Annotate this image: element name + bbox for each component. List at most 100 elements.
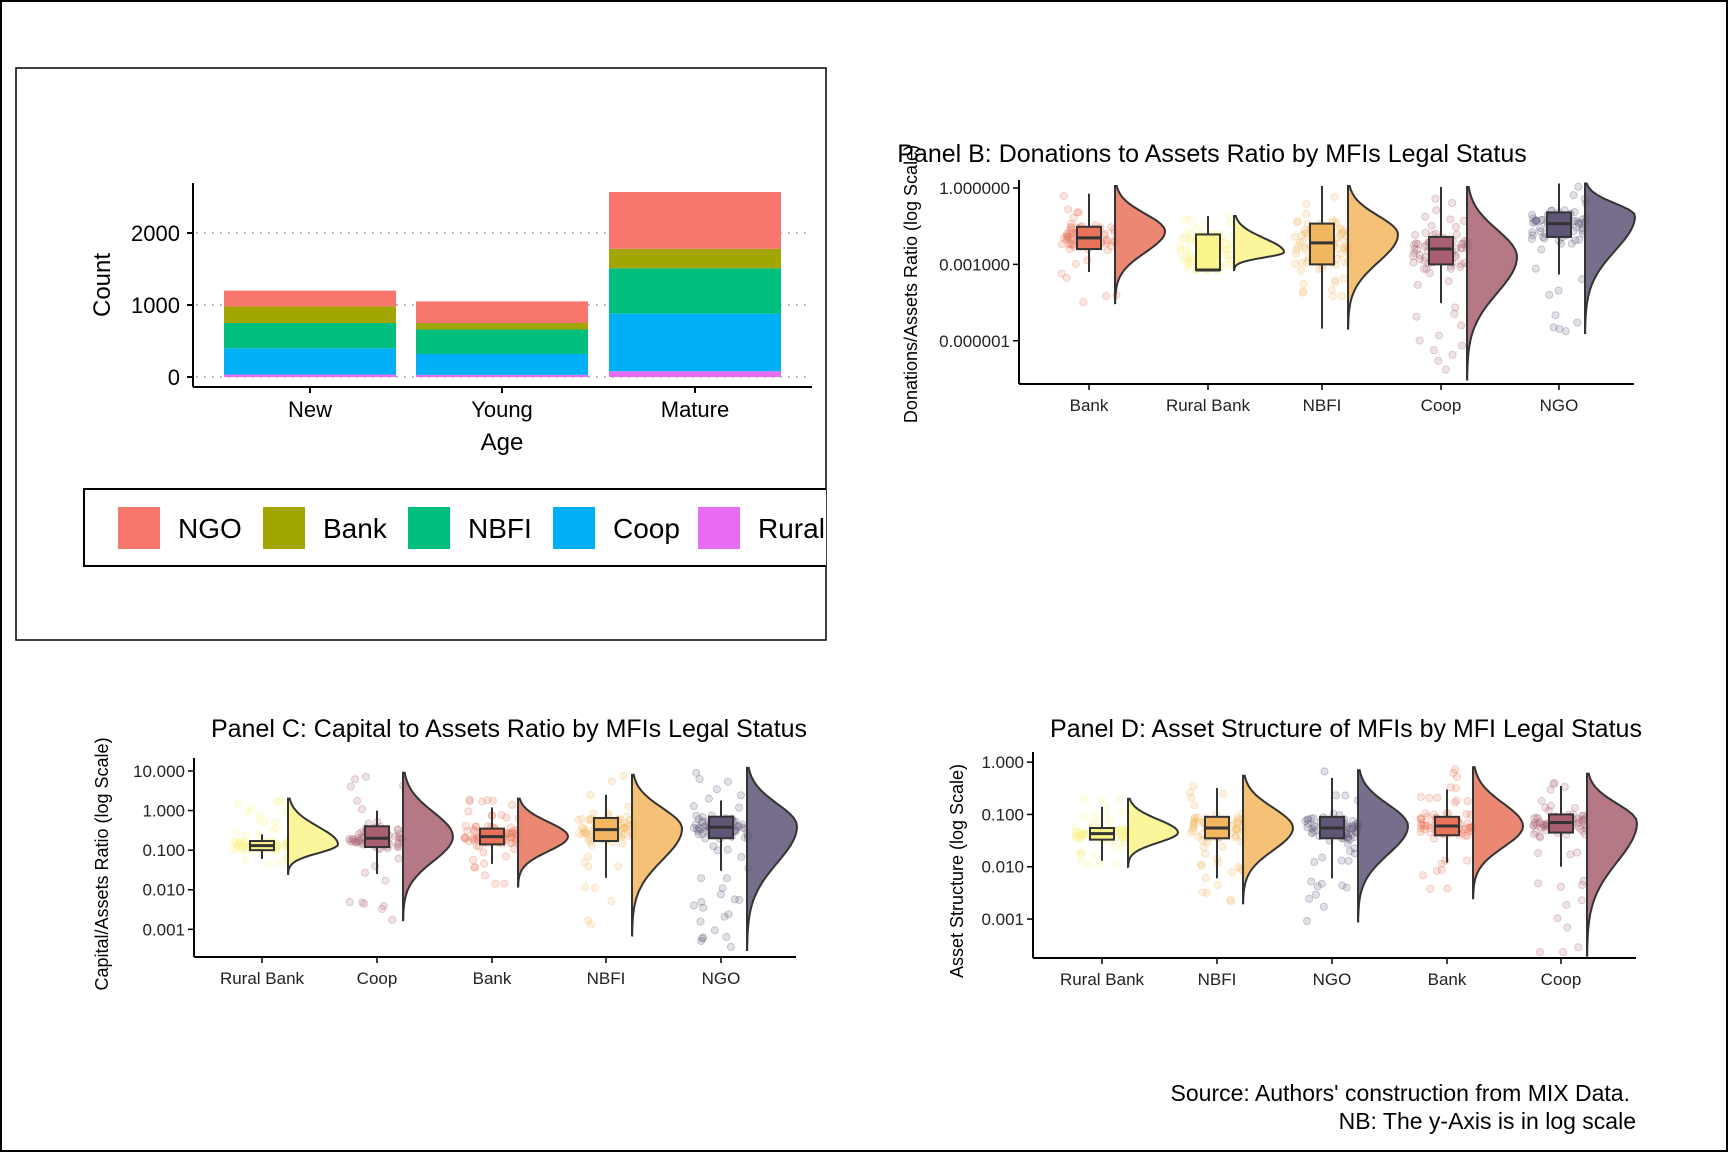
bar-new-rural	[224, 374, 396, 377]
panel-d-point	[1189, 782, 1198, 791]
bar-mature-coop	[609, 313, 781, 372]
panel-c-y-label: Capital/Assets Ratio (log Scale)	[92, 737, 112, 990]
panel-d-point	[1350, 833, 1359, 842]
panel-c-point	[255, 810, 264, 819]
panel-c-point	[464, 837, 473, 846]
panel-c-point	[723, 845, 732, 854]
panel-c-point	[734, 821, 743, 830]
panel-b-point	[1293, 217, 1302, 226]
panel-b-x-tick-label: Rural Bank	[1166, 396, 1251, 415]
panel-d-point	[1307, 877, 1316, 886]
panel-d-point	[1450, 798, 1459, 807]
panel-b-violin	[1347, 185, 1399, 330]
panel-d-point	[1553, 914, 1562, 923]
panel-d-point	[1332, 791, 1341, 800]
panel-d-point	[1309, 821, 1318, 830]
panel-a-x-tick-label: New	[288, 397, 332, 422]
panel-b-point	[1415, 251, 1424, 260]
panel-c-point	[471, 822, 480, 831]
panel-b-group-nbfi: NBFI	[1290, 185, 1399, 415]
panel-c-point	[620, 824, 629, 833]
panel-c-point	[694, 830, 703, 839]
panel-b-point	[1572, 223, 1581, 232]
panel-b-x-tick-label: NGO	[1540, 396, 1579, 415]
bar-young-nbfi	[416, 329, 588, 354]
panel-d-point	[1117, 835, 1126, 844]
panel-c-point	[351, 837, 360, 846]
panel-d-point	[1310, 822, 1319, 831]
panel-d-point	[1530, 818, 1539, 827]
panel-c-y-tick-label: 0.001	[142, 920, 185, 939]
panel-d-point	[1338, 881, 1347, 890]
panel-d-point	[1348, 821, 1357, 830]
panel-c-point	[620, 819, 629, 828]
panel-c-point	[581, 826, 590, 835]
panel-c-point	[240, 856, 249, 865]
panel-d-point	[1563, 923, 1572, 932]
panel-d-point	[1233, 817, 1242, 826]
panel-d-group-nbfi: NBFI	[1186, 774, 1294, 989]
panel-d-point	[1462, 810, 1471, 819]
panel-c-point	[580, 858, 589, 867]
panel-c-point	[234, 841, 243, 850]
panel-d-point	[1451, 765, 1460, 774]
panel-d-point	[1570, 803, 1579, 812]
panel-c-point	[481, 871, 490, 880]
panel-b-point	[1064, 240, 1073, 249]
panel-d-point	[1539, 821, 1548, 830]
panel-a-x-ticks: New Young Mature	[288, 387, 729, 422]
panel-b-point	[1536, 223, 1545, 232]
panel-b-y-label: Donations/Assets Ratio (log Scale)	[901, 145, 921, 423]
panel-b-point	[1102, 236, 1111, 245]
panel-d-point	[1421, 809, 1430, 818]
panel-d-point	[1432, 866, 1441, 875]
panel-b-point	[1222, 250, 1231, 259]
panel-d-point	[1348, 824, 1357, 833]
panel-b-point	[1328, 292, 1337, 301]
panel-c-group-ngo: NGO	[689, 766, 799, 988]
panel-d-point	[1097, 795, 1106, 804]
panel-c-point	[470, 836, 479, 845]
panel-b-point	[1409, 252, 1418, 261]
panel-d-point	[1193, 818, 1202, 827]
panel-c-point	[391, 832, 400, 841]
panel-b-point	[1178, 234, 1187, 243]
panel-d-point	[1550, 778, 1559, 787]
panel-c-point	[500, 879, 509, 888]
panel-c-point	[622, 812, 631, 821]
panel-c-point	[270, 817, 279, 826]
panel-b-point	[1569, 191, 1578, 200]
panel-d-point	[1101, 802, 1110, 811]
panel-b-violin	[1584, 182, 1637, 335]
panel-c-point	[393, 842, 402, 851]
panel-d-point	[1416, 792, 1425, 801]
panel-d-point	[1577, 815, 1586, 824]
panel-b-point	[1410, 240, 1419, 249]
panel-b-point	[1457, 244, 1466, 253]
panel-c-point	[586, 920, 595, 929]
panel-d-point	[1077, 830, 1086, 839]
panel-b-point	[1456, 262, 1465, 271]
panel-b-point	[1545, 290, 1554, 299]
panel-b-point	[1420, 242, 1429, 251]
panel-b-point	[1106, 242, 1115, 251]
panel-d-point	[1189, 824, 1198, 833]
panel-b-point	[1528, 210, 1537, 219]
panel-c-point	[718, 884, 727, 893]
panel-c-point	[507, 838, 516, 847]
panel-c-point	[231, 837, 240, 846]
panel-c-point	[698, 934, 707, 943]
panel-b-point	[1571, 216, 1580, 225]
panel-d-point	[1529, 821, 1538, 830]
panel-c-point	[394, 839, 403, 848]
panel-b-point	[1060, 233, 1069, 242]
panel-c-point	[695, 823, 704, 832]
panel-d-point	[1076, 856, 1085, 865]
panel-d-point	[1320, 767, 1329, 776]
panel-d-x-tick-label: Coop	[1541, 970, 1582, 989]
panel-c-point	[393, 825, 402, 834]
panel-d-point	[1112, 860, 1121, 869]
panel-b-point	[1574, 220, 1583, 229]
panel-b-point	[1448, 350, 1457, 359]
panel-d-point	[1117, 843, 1126, 852]
